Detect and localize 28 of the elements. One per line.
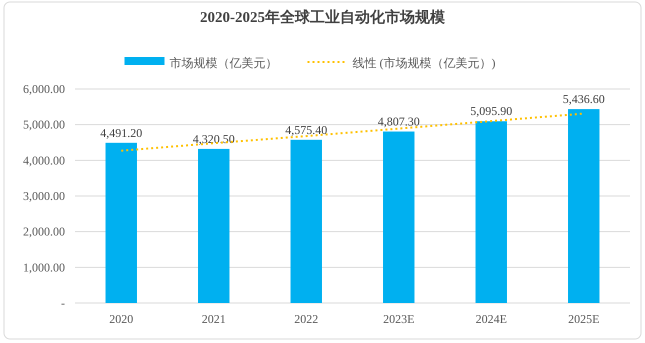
chart-title: 2020-2025年全球工业自动化市场规模 [200, 8, 446, 26]
y-tick-label: 4,000.00 [23, 153, 65, 168]
y-tick-label: 5,000.00 [23, 118, 65, 132]
bar [198, 148, 230, 303]
x-tick-label: 2023E [383, 312, 414, 326]
x-tick-label: 2022 [294, 312, 318, 326]
y-tick-label: - [61, 296, 65, 310]
bar [290, 140, 322, 303]
data-label: 4,491.20 [100, 126, 142, 140]
x-tick-label: 2024E [476, 312, 507, 326]
y-tick-label: 3,000.00 [23, 189, 65, 203]
data-label: 4,320.50 [192, 132, 235, 146]
legend-label: 市场规模（亿美元） [170, 56, 278, 70]
data-label: 4,575.40 [285, 122, 328, 137]
data-label: 5,095.90 [470, 104, 512, 118]
x-tick-label: 2020 [109, 312, 134, 326]
legend-label: 线性 (市场规模（亿美元）) [352, 56, 496, 70]
bar [568, 109, 600, 303]
x-tick-label: 2021 [202, 312, 226, 326]
x-tick-label: 2025E [568, 312, 600, 326]
data-label: 5,436.60 [562, 92, 605, 106]
data-label: 4,807.30 [378, 114, 420, 129]
y-tick-label: 2,000.00 [23, 224, 65, 239]
bar [383, 132, 414, 303]
bar [106, 142, 137, 303]
y-tick-label: 1,000.00 [23, 260, 65, 274]
bar [476, 121, 507, 303]
y-tick-label: 6,000.00 [23, 82, 65, 96]
